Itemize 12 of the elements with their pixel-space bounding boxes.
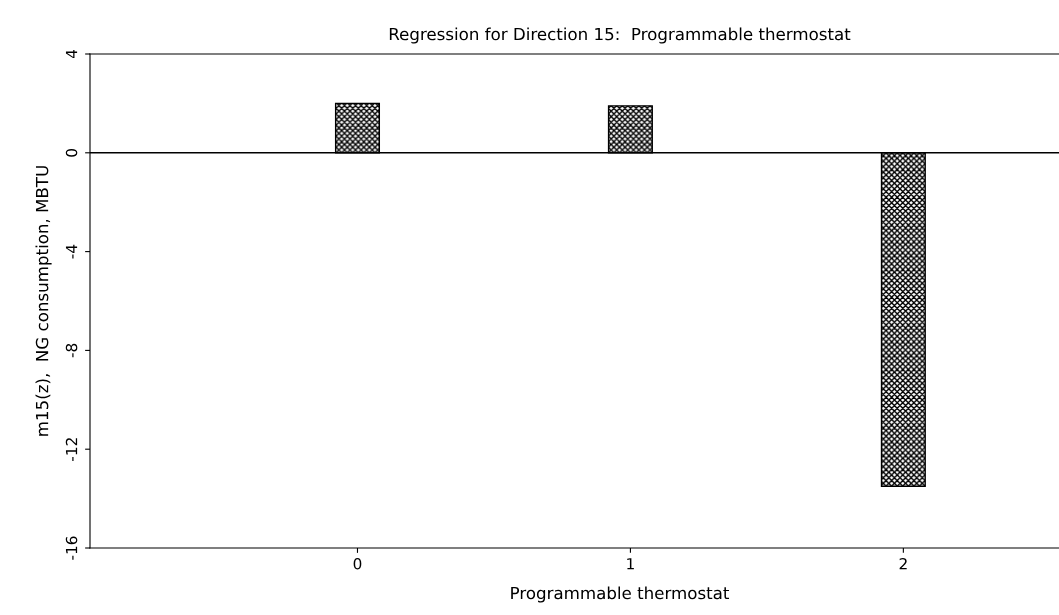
x-tick-label: 1 [627, 558, 634, 570]
y-tick-label: 0 [65, 148, 78, 157]
x-tick-label: 0 [353, 557, 362, 570]
y-tick-label: -12 [65, 438, 78, 461]
y-axis-title: m15(z), NG consumption, MBTU [35, 166, 52, 436]
x-tick-label: 2 [899, 557, 907, 570]
x-axis-title: Programmable thermostat [511, 586, 730, 603]
y-tick-label: 4 [65, 50, 78, 59]
y-tick-label: -8 [65, 343, 78, 358]
y-tick-label: -16 [65, 536, 78, 560]
chart-title: Regression for Direction 15: Programmable thermostat [389, 27, 851, 44]
y-tick-label: -4 [65, 244, 78, 259]
